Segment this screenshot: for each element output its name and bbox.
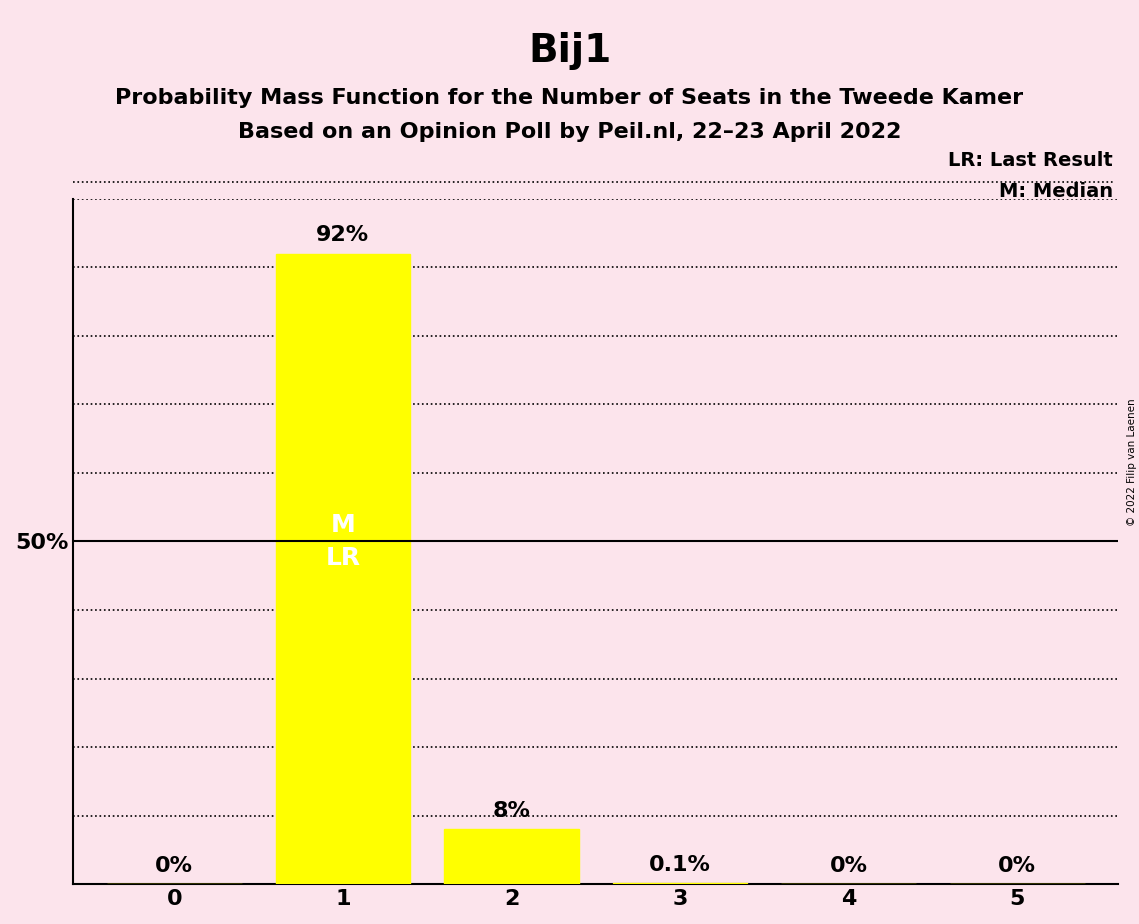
Text: © 2022 Filip van Laenen: © 2022 Filip van Laenen <box>1126 398 1137 526</box>
Text: M: Median: M: Median <box>999 182 1113 201</box>
Text: Based on an Opinion Poll by Peil.nl, 22–23 April 2022: Based on an Opinion Poll by Peil.nl, 22–… <box>238 122 901 142</box>
Text: M
LR: M LR <box>326 513 361 570</box>
Text: Bij1: Bij1 <box>527 32 612 70</box>
Bar <box>276 253 410 884</box>
Text: Probability Mass Function for the Number of Seats in the Tweede Kamer: Probability Mass Function for the Number… <box>115 88 1024 108</box>
Text: 0%: 0% <box>998 856 1036 876</box>
Text: 0%: 0% <box>829 856 868 876</box>
Bar <box>444 830 579 884</box>
Text: 0.1%: 0.1% <box>649 856 711 875</box>
Text: 8%: 8% <box>492 801 531 821</box>
Text: 0%: 0% <box>155 856 194 876</box>
Text: 92%: 92% <box>317 225 369 246</box>
Text: LR: Last Result: LR: Last Result <box>949 151 1113 170</box>
